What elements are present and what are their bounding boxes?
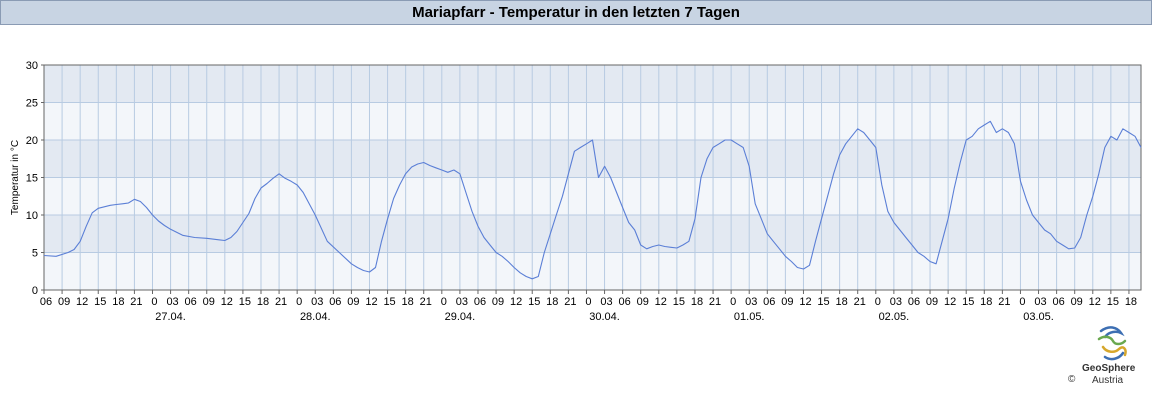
- x-tick-label: 06: [1052, 296, 1064, 308]
- x-tick-label: 03: [166, 296, 178, 308]
- x-tick-label: 21: [564, 296, 576, 308]
- x-tick-label: 21: [854, 296, 866, 308]
- x-tick-label: 18: [691, 296, 703, 308]
- x-tick-label: 18: [402, 296, 414, 308]
- y-tick-label: 0: [32, 285, 38, 297]
- x-tick-label: 0: [296, 296, 302, 308]
- x-tick-label: 09: [926, 296, 938, 308]
- x-tick-label: 12: [510, 296, 522, 308]
- x-tick-label: 15: [1107, 296, 1119, 308]
- x-tick-label: 0: [441, 296, 447, 308]
- logo-copyright: ©: [1068, 374, 1076, 385]
- x-tick-label: 03: [311, 296, 323, 308]
- x-tick-label: 15: [673, 296, 685, 308]
- y-tick-label: 15: [26, 173, 38, 185]
- x-tick-label: 15: [528, 296, 540, 308]
- x-tick-label: 18: [1125, 296, 1137, 308]
- x-tick-label: 06: [474, 296, 486, 308]
- date-label: 02.05.: [879, 311, 910, 323]
- plot-band: [44, 65, 1141, 103]
- x-tick-label: 06: [763, 296, 775, 308]
- x-tick-label: 06: [40, 296, 52, 308]
- y-tick-label: 20: [26, 135, 38, 147]
- x-tick-label: 03: [890, 296, 902, 308]
- x-tick-label: 03: [1034, 296, 1046, 308]
- x-tick-label: 18: [257, 296, 269, 308]
- x-tick-label: 06: [329, 296, 341, 308]
- x-tick-label: 21: [998, 296, 1010, 308]
- x-tick-label: 21: [420, 296, 432, 308]
- x-tick-label: 09: [637, 296, 649, 308]
- y-tick-label: 10: [26, 210, 38, 222]
- x-tick-label: 0: [730, 296, 736, 308]
- logo-name: GeoSphere: [1082, 363, 1136, 374]
- chart-title-bar: Mariapfarr - Temperatur in den letzten 7…: [0, 0, 1152, 25]
- plot-band: [44, 140, 1141, 178]
- x-tick-label: 0: [585, 296, 591, 308]
- x-tick-label: 21: [130, 296, 142, 308]
- x-tick-label: 09: [58, 296, 70, 308]
- x-tick-label: 03: [745, 296, 757, 308]
- temperature-series-line: [43, 120, 1142, 280]
- x-tick-label: 18: [112, 296, 124, 308]
- x-tick-label: 12: [799, 296, 811, 308]
- x-tick-label: 09: [781, 296, 793, 308]
- x-tick-label: 18: [980, 296, 992, 308]
- date-label: 30.04.: [589, 311, 620, 323]
- x-tick-label: 12: [1089, 296, 1101, 308]
- x-tick-label: 15: [94, 296, 106, 308]
- x-tick-label: 12: [944, 296, 956, 308]
- x-tick-label: 21: [709, 296, 721, 308]
- date-label: 29.04.: [445, 311, 476, 323]
- x-tick-label: 15: [817, 296, 829, 308]
- logo-subtitle: Austria: [1092, 375, 1124, 386]
- date-label: 01.05.: [734, 311, 765, 323]
- date-label: 03.05.: [1023, 311, 1054, 323]
- x-tick-label: 09: [492, 296, 504, 308]
- y-tick-label: 25: [26, 98, 38, 110]
- plot-band: [44, 177, 1141, 215]
- x-tick-label: 15: [962, 296, 974, 308]
- date-label: 28.04.: [300, 311, 331, 323]
- x-tick-label: 21: [275, 296, 287, 308]
- chart-title: Mariapfarr - Temperatur in den letzten 7…: [412, 4, 740, 21]
- x-tick-label: 06: [908, 296, 920, 308]
- x-tick-label: 12: [655, 296, 667, 308]
- x-tick-label: 12: [221, 296, 233, 308]
- x-tick-label: 09: [203, 296, 215, 308]
- x-tick-label: 12: [365, 296, 377, 308]
- date-label: 27.04.: [155, 311, 186, 323]
- x-tick-label: 15: [239, 296, 251, 308]
- x-tick-label: 03: [600, 296, 612, 308]
- x-tick-label: 0: [1019, 296, 1025, 308]
- geosphere-logo-icon: [1097, 326, 1127, 361]
- x-tick-label: 0: [875, 296, 881, 308]
- x-tick-label: 18: [836, 296, 848, 308]
- y-tick-label: 30: [26, 60, 38, 72]
- x-tick-label: 09: [1071, 296, 1083, 308]
- plot-band: [44, 215, 1141, 253]
- x-tick-label: 06: [619, 296, 631, 308]
- x-tick-label: 06: [185, 296, 197, 308]
- x-tick-label: 15: [383, 296, 395, 308]
- x-tick-label: 12: [76, 296, 88, 308]
- x-tick-label: 03: [456, 296, 468, 308]
- x-tick-label: 09: [347, 296, 359, 308]
- y-axis-label: Temperatur in °C: [10, 140, 21, 215]
- x-tick-label: 0: [151, 296, 157, 308]
- y-tick-label: 5: [32, 248, 38, 260]
- x-tick-label: 18: [546, 296, 558, 308]
- plot-band: [44, 252, 1141, 290]
- plot-band: [44, 102, 1141, 140]
